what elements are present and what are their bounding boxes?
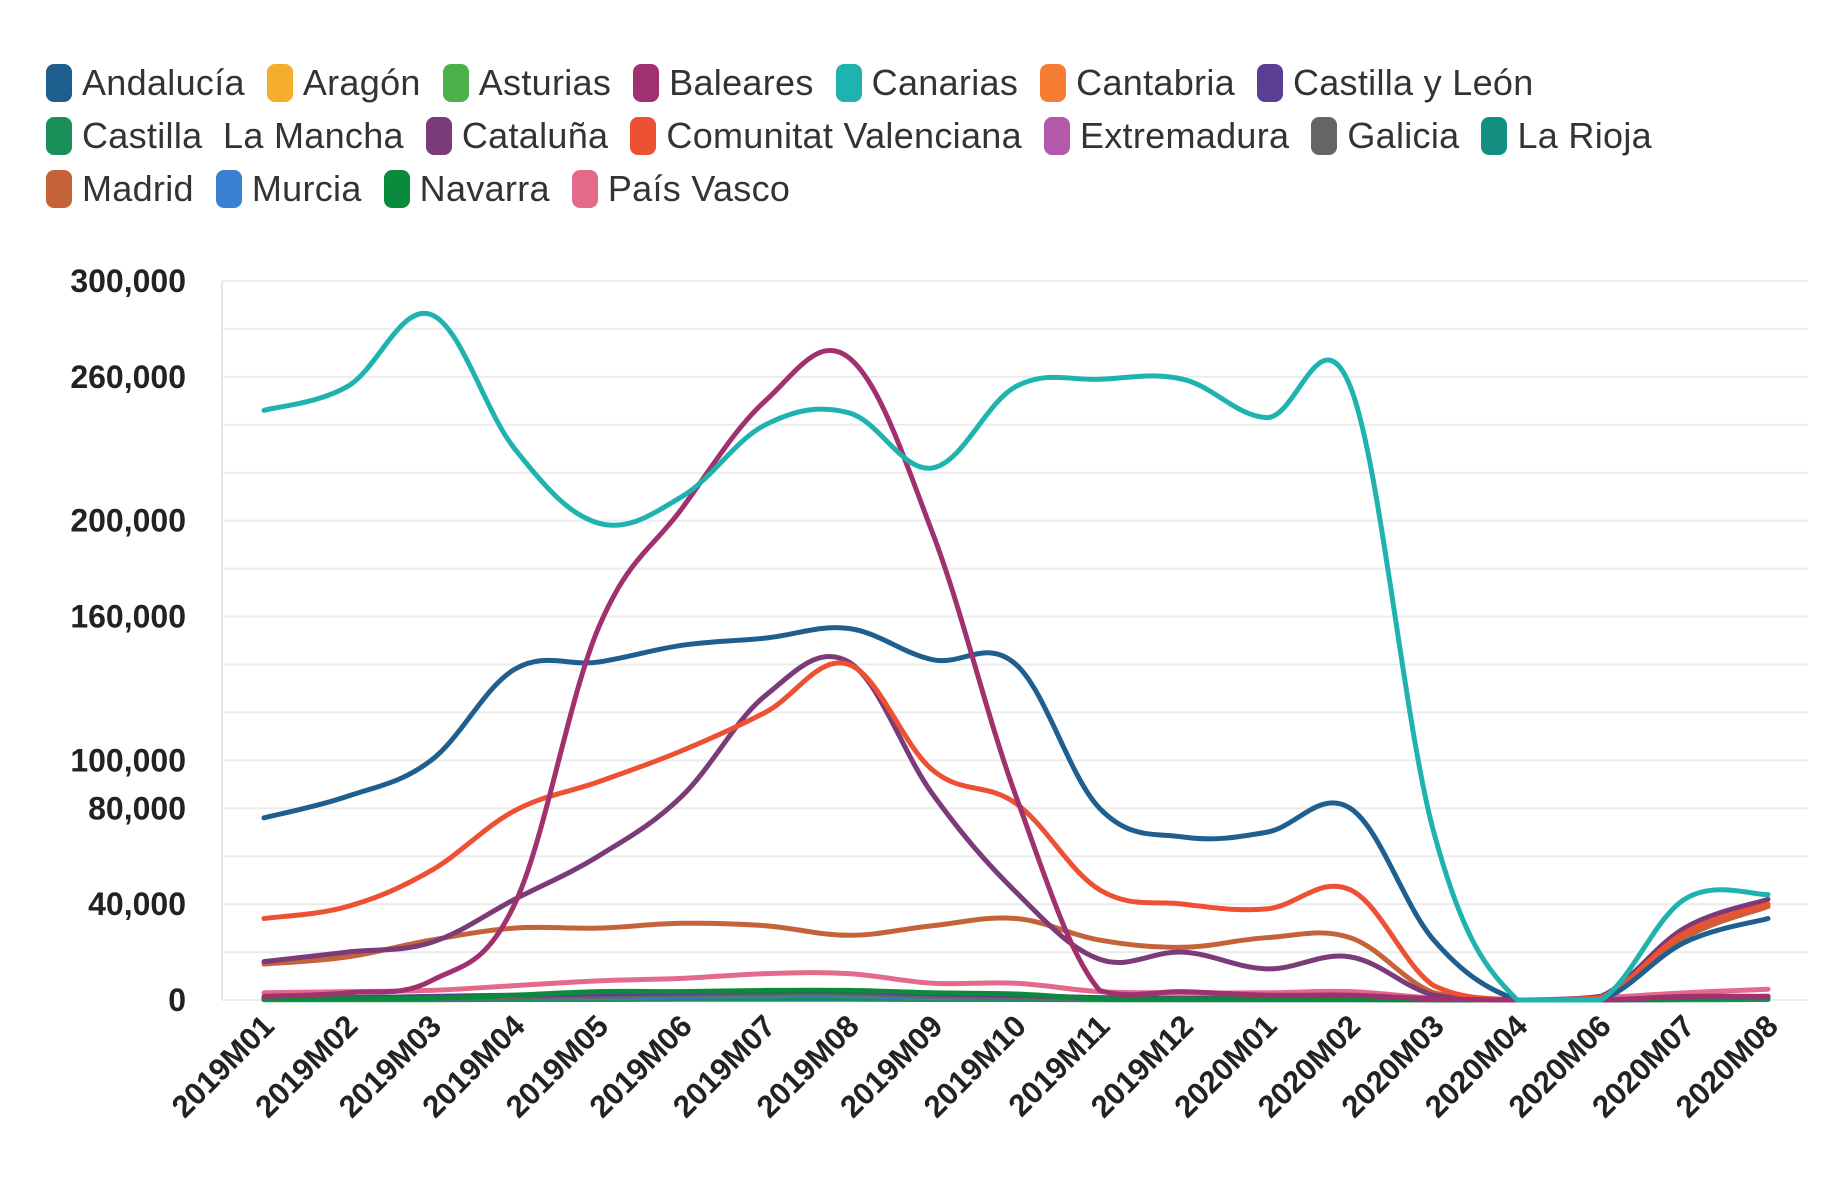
legend-swatch bbox=[630, 116, 657, 155]
legend-row: Madrid Murcia Navarra País Vasco bbox=[46, 162, 1836, 215]
legend-item-extremadura[interactable]: Extremadura bbox=[1043, 114, 1290, 157]
y-tick-label: 260,000 bbox=[70, 359, 186, 395]
legend-swatch bbox=[46, 116, 72, 155]
legend-item-andalucia[interactable]: Andalucía bbox=[46, 62, 245, 104]
y-tick-label: 0 bbox=[168, 982, 186, 1018]
legend-item-navarra[interactable]: Navarra bbox=[383, 167, 550, 210]
legend-swatch bbox=[46, 63, 72, 102]
legend-item-asturias[interactable]: Asturias bbox=[442, 61, 612, 104]
legend-swatch bbox=[425, 116, 452, 155]
legend-label: Andalucía bbox=[82, 61, 245, 103]
legend-item-canarias[interactable]: Canarias bbox=[835, 61, 1019, 104]
y-tick-label: 200,000 bbox=[70, 503, 186, 539]
y-tick-label: 300,000 bbox=[70, 263, 186, 299]
y-tick-label: 160,000 bbox=[70, 599, 186, 635]
legend-label: Extremadura bbox=[1079, 114, 1290, 156]
legend-label: Aragón bbox=[302, 61, 421, 103]
legend-item-aragon[interactable]: Aragón bbox=[266, 61, 421, 104]
legend-label: País Vasco bbox=[607, 167, 791, 209]
legend-swatch bbox=[1311, 116, 1338, 155]
legend-swatch bbox=[633, 63, 660, 102]
x-axis: 2019M012019M022019M032019M042019M052019M… bbox=[165, 1008, 1785, 1125]
legend-item-madrid[interactable]: Madrid bbox=[46, 168, 194, 210]
legend-swatch bbox=[442, 63, 469, 102]
legend-label: Galicia bbox=[1347, 114, 1460, 156]
legend-row: Andalucía Aragón Asturias Baleares Canar… bbox=[46, 56, 1836, 109]
legend-swatch bbox=[1043, 116, 1070, 155]
legend-item-cataluna[interactable]: Cataluña bbox=[425, 114, 609, 157]
y-tick-label: 100,000 bbox=[70, 742, 186, 778]
legend-item-galicia[interactable]: Galicia bbox=[1311, 115, 1459, 157]
legend-item-cantabria[interactable]: Cantabria bbox=[1040, 62, 1235, 104]
legend-label: Navarra bbox=[419, 167, 550, 209]
legend-swatch bbox=[46, 169, 72, 208]
legend-item-la-rioja[interactable]: La Rioja bbox=[1481, 114, 1652, 157]
legend-swatch bbox=[835, 63, 862, 102]
y-tick-label: 40,000 bbox=[88, 886, 186, 922]
legend-label: Asturias bbox=[478, 61, 612, 103]
y-axis: 0 40,000 80,000 100,000 160,000 200,000 260,00… bbox=[70, 263, 186, 1018]
legend-swatch bbox=[1040, 63, 1067, 102]
series-line-canarias[interactable] bbox=[261, 310, 1771, 1003]
legend-label: Cantabria bbox=[1076, 61, 1235, 103]
legend-swatch bbox=[1481, 116, 1508, 155]
legend-swatch bbox=[266, 63, 293, 102]
legend-item-murcia[interactable]: Murcia bbox=[215, 167, 362, 210]
legend-item-castilla-y-leon[interactable]: Castilla y León bbox=[1256, 61, 1534, 104]
legend-swatch bbox=[571, 169, 598, 208]
legend-swatch bbox=[383, 169, 410, 208]
legend-label: Murcia bbox=[251, 167, 362, 209]
chart-legend: Andalucía Aragón Asturias Baleares Canar… bbox=[46, 56, 1836, 215]
legend-label: Madrid bbox=[82, 167, 194, 209]
series-line-baleares[interactable] bbox=[261, 348, 1771, 1003]
legend-item-pais-vasco[interactable]: País Vasco bbox=[571, 167, 791, 210]
series-line-comunitat-valenciana[interactable] bbox=[261, 660, 1771, 1003]
legend-swatch bbox=[215, 169, 242, 208]
legend-label: Baleares bbox=[669, 61, 814, 103]
plot-area bbox=[261, 310, 1771, 1003]
legend-label: Canarias bbox=[871, 61, 1019, 103]
legend-item-castilla-la-mancha[interactable]: Castilla La Mancha bbox=[46, 115, 404, 157]
legend-label: Comunitat Valenciana bbox=[666, 114, 1022, 156]
legend-label: La Rioja bbox=[1517, 114, 1652, 156]
legend-item-comunitat-valenciana[interactable]: Comunitat Valenciana bbox=[630, 115, 1022, 157]
legend-item-baleares[interactable]: Baleares bbox=[633, 62, 813, 104]
legend-label: Castilla y León bbox=[1292, 61, 1534, 103]
legend-label: Castilla La Mancha bbox=[82, 114, 404, 156]
legend-row: Castilla La Mancha Cataluña Comunitat Va… bbox=[46, 109, 1836, 162]
legend-label: Cataluña bbox=[461, 114, 609, 156]
y-tick-label: 80,000 bbox=[88, 790, 186, 826]
legend-swatch bbox=[1256, 63, 1283, 102]
